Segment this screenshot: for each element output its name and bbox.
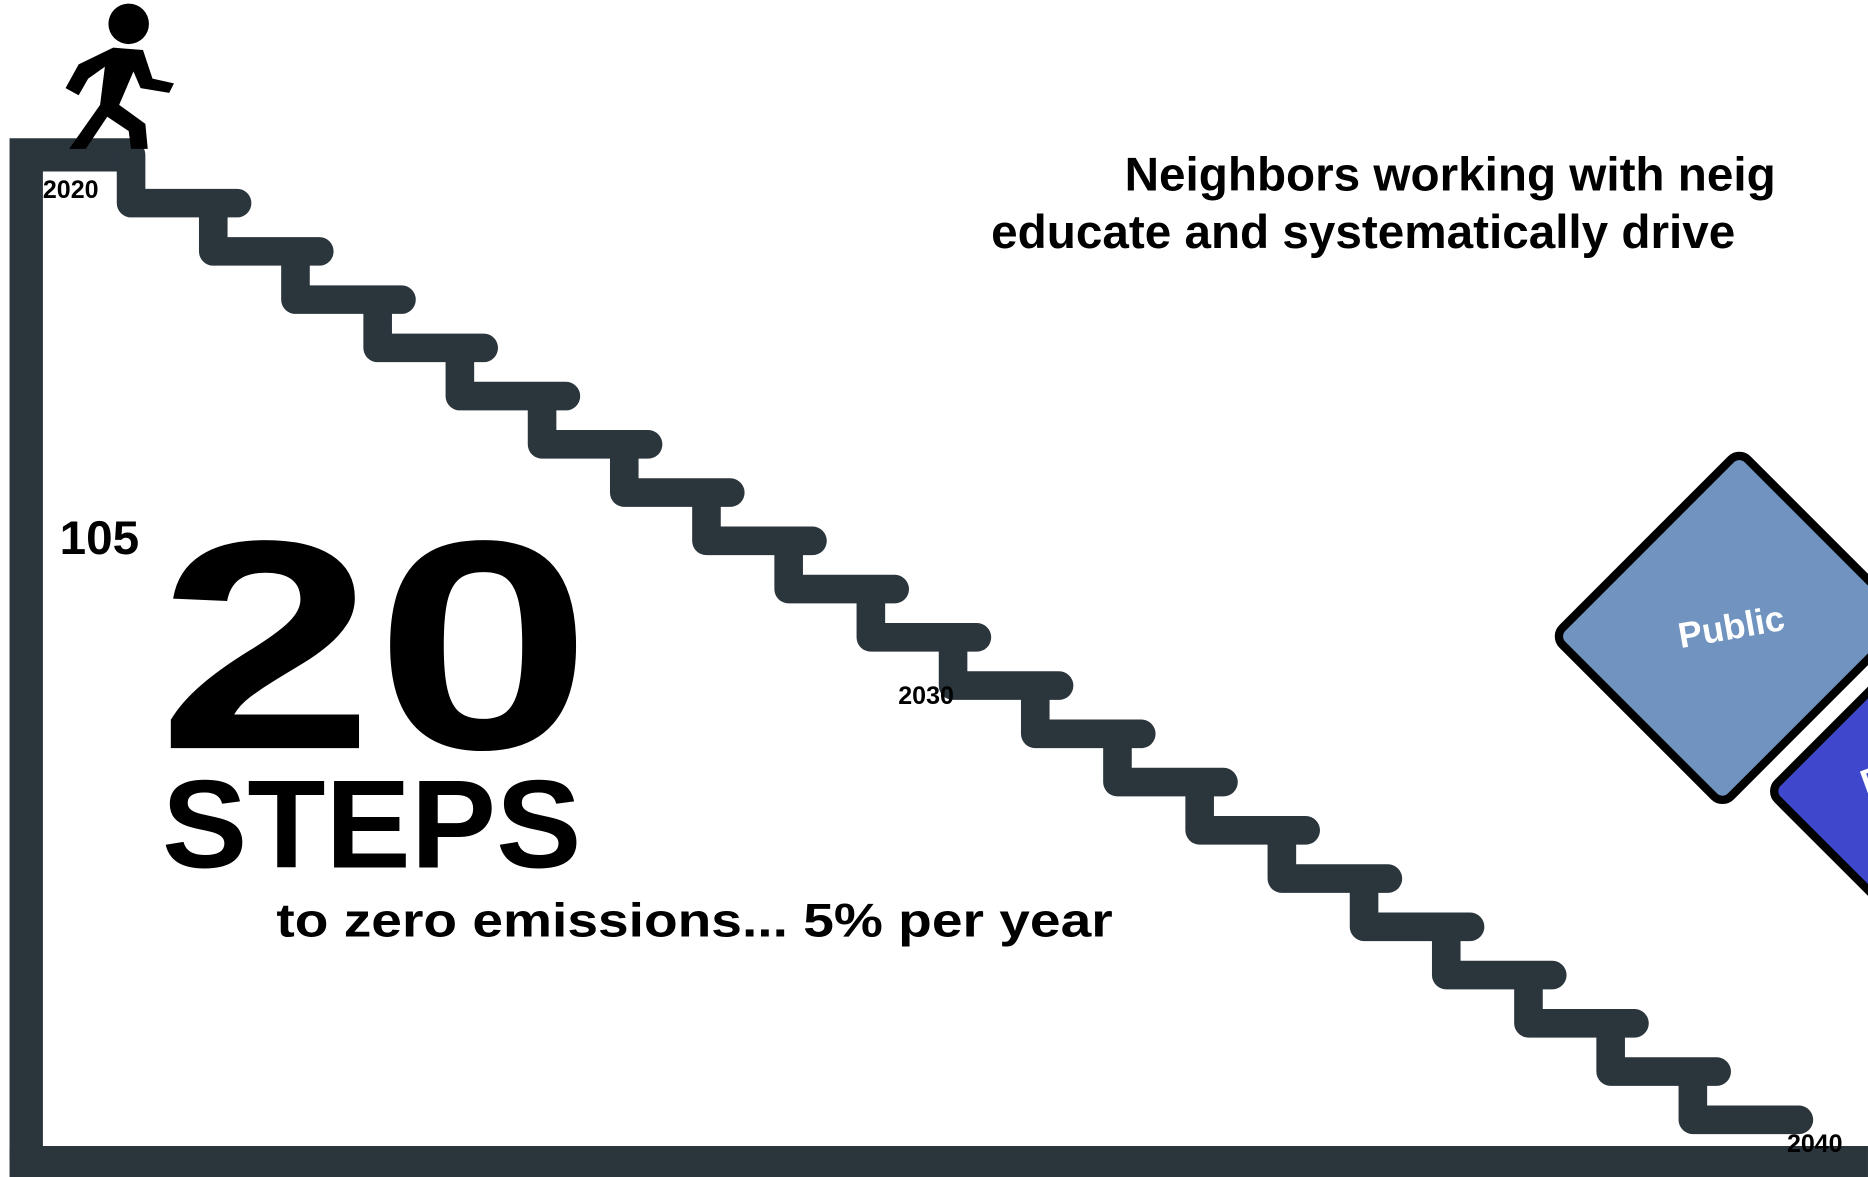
infographic: 2020 2030 2040 105 20 STEPS to zero emis… [0,0,1868,1177]
frame-left [26,155,143,1162]
headline-line: Neighbors working with neig [1125,149,1776,202]
year-label: 2020 [43,176,99,204]
counter: 105 [60,512,140,565]
year-label: 2030 [898,682,954,710]
page: 2020 2030 2040 105 20 STEPS to zero emis… [0,0,1868,1177]
tagline: to zero emissions... 5% per year [276,894,1112,947]
year-label: 2040 [1787,1130,1843,1158]
headline-line: educate and systematically drive [991,206,1735,259]
logo-word: STEPS [162,754,581,894]
walker-icon [66,4,174,149]
